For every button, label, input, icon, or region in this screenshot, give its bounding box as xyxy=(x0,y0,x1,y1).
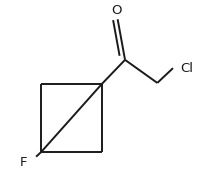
Text: F: F xyxy=(20,156,27,169)
Text: O: O xyxy=(111,4,122,17)
Text: Cl: Cl xyxy=(180,62,193,75)
